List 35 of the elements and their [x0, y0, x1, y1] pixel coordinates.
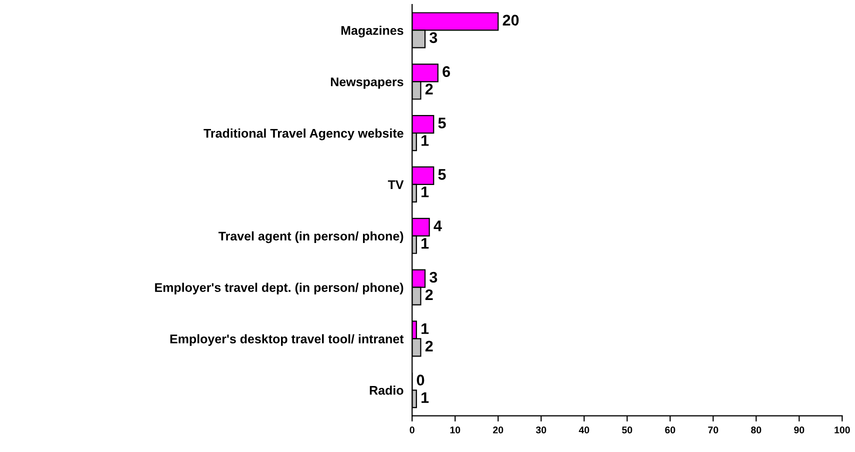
data-label: 1 — [422, 186, 429, 198]
data-label: 2 — [425, 289, 433, 300]
x-tick-label: 0 — [410, 426, 414, 434]
y-tick-label: Traditional Travel Agency website — [204, 128, 404, 140]
y-tick-label: Employer's travel dept. (in person/ phone) — [155, 282, 404, 294]
y-tick-label: Newspapers — [330, 78, 404, 89]
x-tick-label: 100 — [834, 426, 850, 434]
y-tick-label: Travel agent (in person/ phone) — [218, 231, 404, 244]
x-tick-label: 50 — [622, 426, 632, 434]
data-label: 1 — [422, 238, 429, 249]
data-label: 3 — [430, 272, 438, 283]
data-label: 1 — [422, 392, 429, 403]
data-label: 6 — [442, 66, 450, 78]
data-label: 2 — [425, 340, 433, 352]
x-tick-label: 10 — [450, 426, 460, 434]
y-tick-label: TV — [388, 180, 404, 189]
y-tick-label: Magazines — [341, 26, 404, 38]
data-label: 4 — [434, 220, 442, 232]
data-label: 5 — [438, 118, 446, 128]
data-label: 1 — [422, 323, 429, 334]
data-label: 0 — [416, 374, 424, 386]
data-label: 3 — [430, 32, 438, 44]
data-label: 20 — [502, 14, 519, 26]
data-label: 5 — [438, 169, 446, 180]
data-label: 2 — [425, 84, 433, 94]
data-label: 1 — [422, 135, 429, 146]
x-tick-label: 60 — [665, 426, 676, 434]
x-tick-label: 20 — [493, 426, 504, 434]
y-tick-label: Radio — [370, 386, 404, 395]
x-tick-label: 70 — [708, 426, 718, 434]
y-tick-label: Employer's desktop travel tool/ intranet — [170, 334, 404, 346]
x-tick-label: 30 — [536, 426, 546, 434]
x-tick-label: 90 — [794, 426, 804, 434]
x-tick-label: 80 — [751, 426, 762, 434]
x-tick-label: 40 — [578, 426, 590, 434]
